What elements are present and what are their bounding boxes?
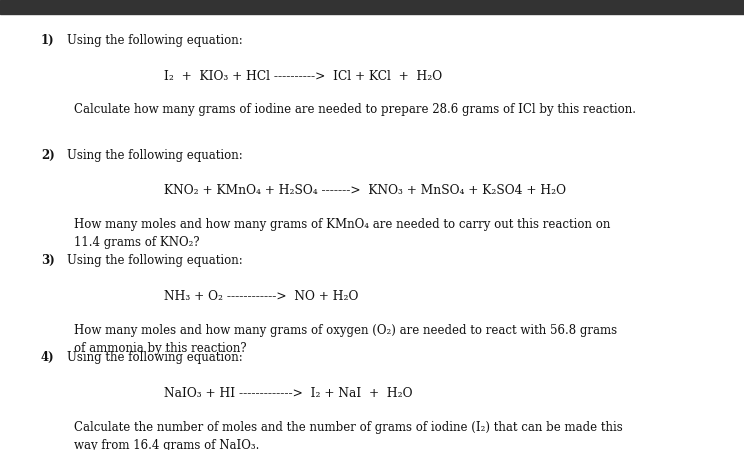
Text: Calculate the number of moles and the number of grams of iodine (I₂) that can be: Calculate the number of moles and the nu… <box>74 421 623 450</box>
Text: Using the following equation:: Using the following equation: <box>67 254 243 267</box>
Text: 2): 2) <box>41 148 54 162</box>
Text: 3): 3) <box>41 254 54 267</box>
Text: How many moles and how many grams of KMnO₄ are needed to carry out this reaction: How many moles and how many grams of KMn… <box>74 218 611 249</box>
Text: NH₃ + O₂ ------------>  NO + H₂O: NH₃ + O₂ ------------> NO + H₂O <box>164 290 358 303</box>
Text: How many moles and how many grams of oxygen (O₂) are needed to react with 56.8 g: How many moles and how many grams of oxy… <box>74 324 618 355</box>
Text: Using the following equation:: Using the following equation: <box>67 34 243 47</box>
Text: Using the following equation:: Using the following equation: <box>67 351 243 364</box>
Text: NaIO₃ + HI ------------->  I₂ + NaI  +  H₂O: NaIO₃ + HI -------------> I₂ + NaI + H₂O <box>164 387 412 400</box>
Text: KNO₂ + KMnO₄ + H₂SO₄ ------->  KNO₃ + MnSO₄ + K₂SO4 + H₂O: KNO₂ + KMnO₄ + H₂SO₄ -------> KNO₃ + MnS… <box>164 184 565 198</box>
Text: Using the following equation:: Using the following equation: <box>67 148 243 162</box>
Text: 1): 1) <box>41 34 54 47</box>
Text: I₂  +  KIO₃ + HCl ---------->  ICl + KCl  +  H₂O: I₂ + KIO₃ + HCl ----------> ICl + KCl + … <box>164 70 442 83</box>
Text: 4): 4) <box>41 351 54 364</box>
Text: Calculate how many grams of iodine are needed to prepare 28.6 grams of ICl by th: Calculate how many grams of iodine are n… <box>74 104 636 117</box>
Bar <box>0 0 744 14</box>
